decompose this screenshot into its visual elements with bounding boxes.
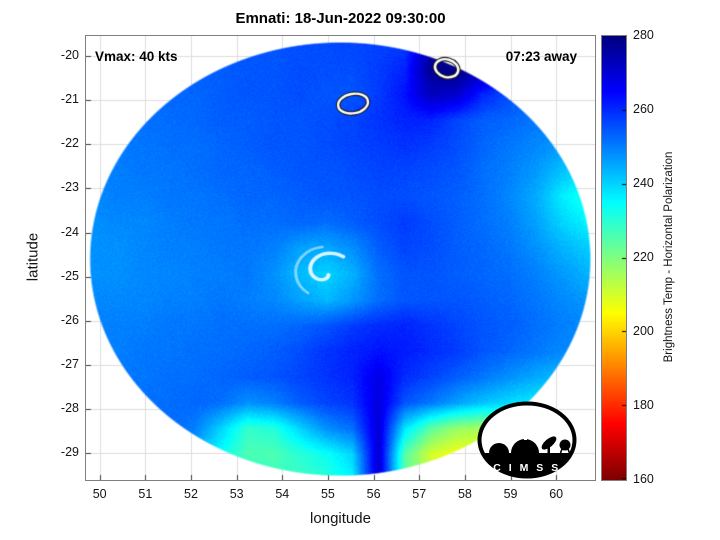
x-tick-label: 59 [503, 487, 518, 501]
colorbar-tick-label: 200 [633, 324, 654, 338]
x-tick-label: 54 [275, 487, 290, 501]
logo-text: C I M S S [493, 462, 560, 474]
y-tick-label: -25 [60, 268, 79, 283]
vmax-annotation: Vmax: 40 kts [95, 49, 178, 64]
colorbar-tick-label: 260 [633, 102, 654, 116]
colorbar-tick-label: 180 [633, 398, 654, 412]
y-tick-label: -26 [60, 312, 79, 327]
colorbar-tick-label: 240 [633, 176, 654, 190]
y-tick-label: -24 [60, 224, 79, 239]
x-tick-label: 53 [229, 487, 244, 501]
colorbar-tick-label: 160 [633, 472, 654, 486]
y-tick-label: -21 [60, 92, 79, 107]
x-axis-label: longitude [310, 510, 371, 527]
colorbar-gradient [602, 36, 626, 480]
y-tick-label: -27 [60, 357, 79, 372]
x-tick-label: 50 [92, 487, 107, 501]
colorbar-label: Brightness Temp - Horizontal Polarizatio… [663, 151, 675, 363]
plot-area: Vmax: 40 kts 07:23 away C I M S [85, 35, 596, 481]
x-tick-label: 60 [549, 487, 564, 501]
y-tick-label: -29 [60, 445, 79, 460]
y-tick-label: -28 [60, 401, 79, 416]
x-tick-label: 51 [138, 487, 153, 501]
y-tick-label: -22 [60, 136, 79, 151]
colorbar-tick-label: 280 [633, 28, 654, 42]
x-tick-label: 56 [366, 487, 381, 501]
chart-title: Emnati: 18-Jun-2022 09:30:00 [235, 10, 446, 27]
colorbar-tick-label: 220 [633, 250, 654, 264]
x-tick-label: 57 [412, 487, 427, 501]
logo-silhouettes [479, 431, 575, 477]
x-tick-label: 58 [457, 487, 472, 501]
cimss-logo: C I M S S [475, 400, 579, 480]
colorbar [601, 35, 627, 481]
y-tick-label: -23 [60, 180, 79, 195]
cimss-logo-graphic: C I M S S [477, 401, 577, 479]
x-tick-label: 52 [184, 487, 198, 501]
x-tick-label: 55 [320, 487, 335, 501]
eta-annotation: 07:23 away [505, 49, 577, 64]
y-tick-label: -20 [60, 47, 79, 62]
